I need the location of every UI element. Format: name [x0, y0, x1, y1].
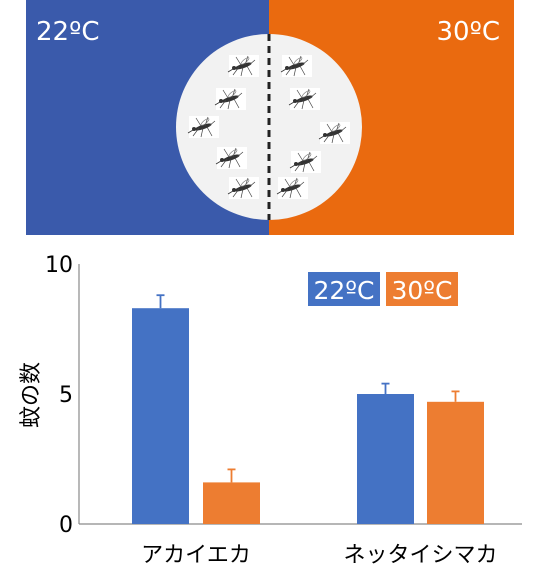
bars [132, 294, 484, 524]
mosquito-icon [187, 116, 219, 138]
petri-dish [176, 34, 362, 220]
legend-label-22c: 22ºC [313, 276, 374, 305]
error-bar [451, 390, 460, 402]
x-tick-label: ネッタイシマカ [343, 543, 497, 568]
mosquito-icon [276, 177, 308, 199]
y-ticks: 0 5 10 [45, 253, 73, 538]
x-tick-label: アカイエカ [141, 543, 251, 568]
x-tick-labels: アカイエカ ネッタイシマカ [141, 543, 497, 568]
cold-zone-label: 22ºC [36, 17, 100, 47]
warm-zone-label: 30ºC [437, 17, 501, 47]
mosquito-icon [215, 147, 247, 169]
error-bar [381, 382, 390, 394]
mosquito-icon [214, 88, 246, 110]
mosquito-icon [280, 55, 312, 77]
mosquito-icon [318, 122, 350, 144]
legend-label-30c: 30ºC [391, 276, 452, 305]
y-tick-label: 5 [59, 383, 73, 408]
mosquito-icon [289, 151, 321, 173]
bar [357, 394, 414, 524]
mosquito-icon [227, 177, 259, 199]
mosquito-icon [288, 88, 320, 110]
bar [427, 401, 484, 524]
y-axis-label: 蚊の数 [19, 362, 44, 428]
error-bar [156, 294, 165, 309]
legend: 22ºC 30ºC [308, 272, 458, 306]
bar-chart: 蚊の数 0 5 10 アカイエカ ネッタイシマカ 22ºC 30ºC [19, 253, 522, 568]
y-tick-label: 0 [59, 513, 73, 538]
legend-swatch-22c [308, 272, 380, 306]
mosquito-icon [227, 55, 259, 77]
mosquito-group [187, 55, 350, 199]
y-tick-label: 10 [45, 253, 73, 278]
bar [132, 308, 189, 524]
bar [203, 482, 260, 524]
setup-panel: 22ºC 30ºC [26, 0, 514, 235]
error-bar [227, 468, 236, 483]
legend-swatch-30c [386, 272, 458, 306]
